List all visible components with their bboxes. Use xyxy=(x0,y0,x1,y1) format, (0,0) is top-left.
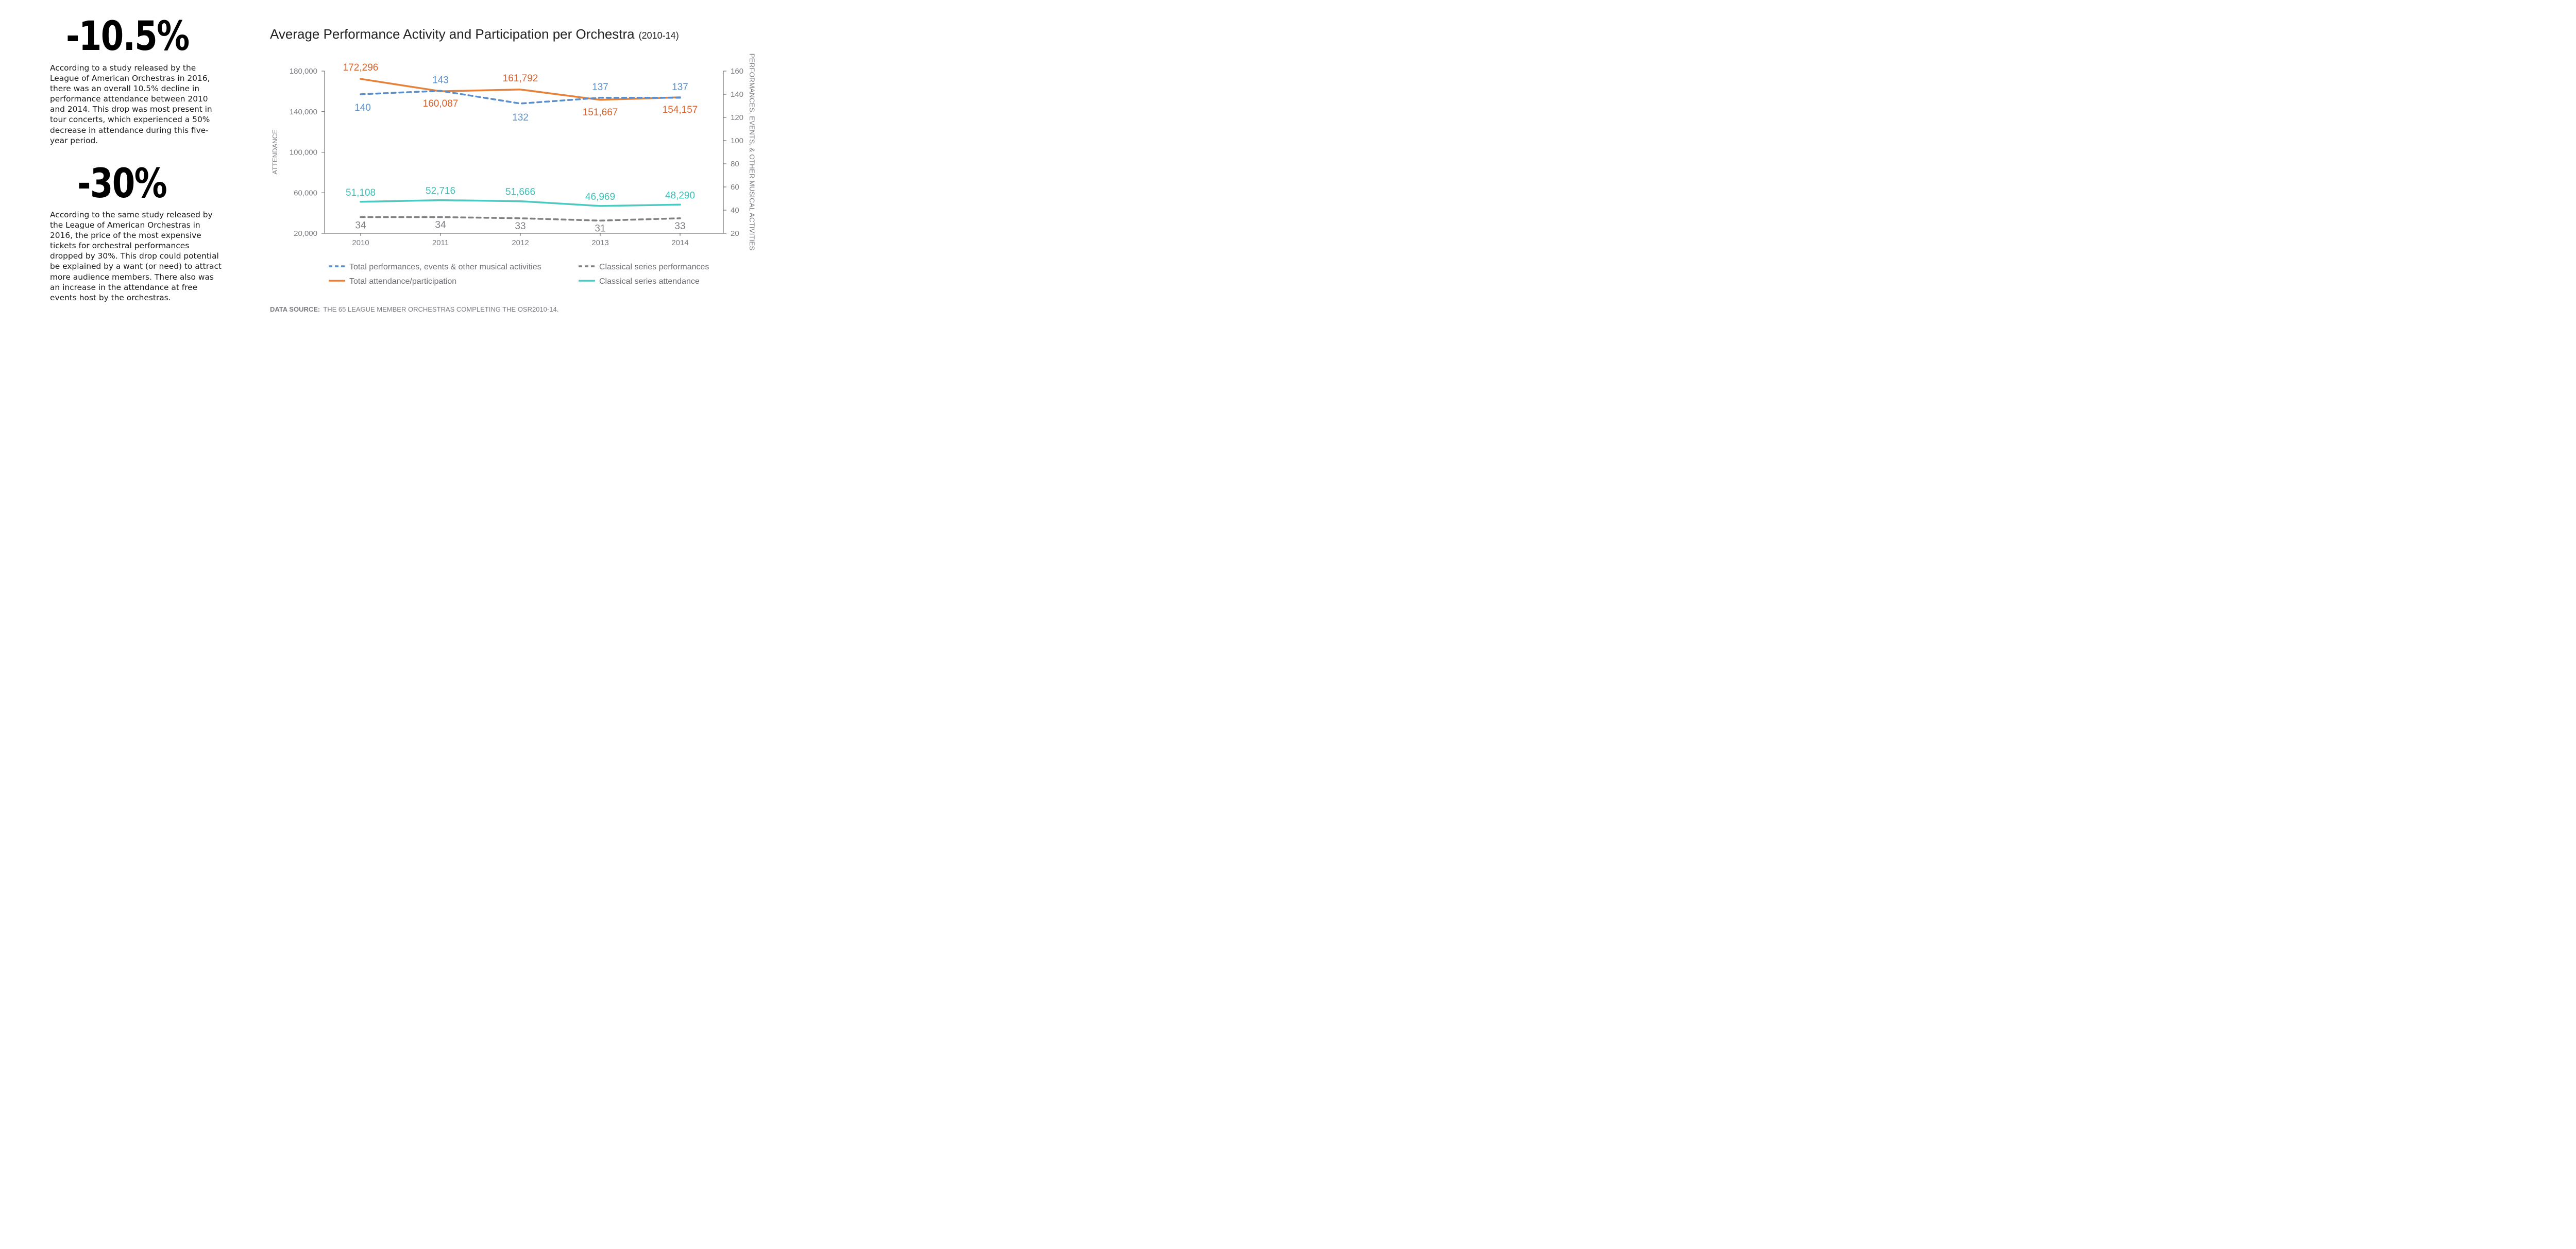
total-attendance-label: 172,296 xyxy=(343,62,379,73)
classical-attendance-label: 51,666 xyxy=(505,187,535,198)
total-attendance-label: 151,667 xyxy=(583,107,618,118)
classical-attendance-line xyxy=(360,199,681,207)
x-tick-label: 2013 xyxy=(591,238,608,247)
total-attendance-label: 154,157 xyxy=(663,105,698,115)
right-tick-label: 80 xyxy=(731,160,739,168)
classical-attendance-label: 48,290 xyxy=(665,190,695,201)
total-attendance-line xyxy=(360,78,681,101)
chart-title: Average Performance Activity and Partici… xyxy=(270,26,679,42)
orchestra-activity-chart: Average Performance Activity and Partici… xyxy=(270,26,756,313)
classical-performances-label: 31 xyxy=(595,223,605,234)
right-tick-label: 40 xyxy=(731,206,739,215)
x-tick-label: 2014 xyxy=(671,238,688,247)
total-performances-label: 143 xyxy=(432,75,449,85)
chart-data-labels: 140 143 132 137 137 172,296 160,087 161,792 151,… xyxy=(343,62,698,234)
total-performances-label: 132 xyxy=(512,112,529,123)
classical-performances-label: 34 xyxy=(435,220,446,231)
x-tick-label: 2011 xyxy=(432,238,449,247)
total-attendance-label: 160,087 xyxy=(423,98,459,109)
classical-performances-label: 34 xyxy=(355,220,366,231)
legend-label: Total performances, events & other music… xyxy=(349,263,541,271)
right-tick-label: 20 xyxy=(731,229,739,238)
right-axis-title: PERFORMANCES, EVENTS, & OTHER MUSICAL AC… xyxy=(748,54,756,251)
classical-attendance-label: 52,716 xyxy=(426,186,455,197)
classical-attendance-label: 46,969 xyxy=(585,192,615,202)
left-axis-title: ATTENDANCE xyxy=(271,129,279,174)
left-tick-label: 140,000 xyxy=(290,108,317,116)
right-tick-label: 140 xyxy=(731,90,743,99)
right-tick-label: 120 xyxy=(731,113,743,122)
x-tick-label: 2010 xyxy=(352,238,369,247)
left-tick-label: 100,000 xyxy=(290,148,317,157)
legend-label: Classical series performances xyxy=(599,263,709,271)
classical-attendance-label: 51,108 xyxy=(346,187,376,198)
right-tick-label: 160 xyxy=(731,67,743,76)
stat-value-attendance-decline: -10.5% xyxy=(66,13,190,60)
right-tick-label: 60 xyxy=(731,183,739,192)
total-attendance-label: 161,792 xyxy=(503,73,538,84)
left-tick-label: 180,000 xyxy=(290,67,317,76)
total-performances-label: 137 xyxy=(672,82,688,93)
chart-legend: Total performances, events & other music… xyxy=(329,263,709,286)
classical-performances-line xyxy=(360,216,681,222)
right-tick-label: 100 xyxy=(731,136,743,145)
data-source-note: DATA SOURCE: THE 65 LEAGUE MEMBER ORCHEST… xyxy=(270,305,558,313)
chart-axes: 180,000140,000100,00060,00020,0001601401… xyxy=(271,54,756,251)
total-performances-line xyxy=(360,90,681,105)
stat-description-attendance: According to a study released by the Lea… xyxy=(50,63,212,145)
left-tick-label: 20,000 xyxy=(294,229,317,238)
stat-value-ticket-price-drop: -30% xyxy=(77,161,167,207)
classical-performances-label: 33 xyxy=(515,221,526,232)
legend-label: Classical series attendance xyxy=(599,277,700,286)
chart-series xyxy=(360,78,681,222)
classical-performances-label: 33 xyxy=(674,221,685,232)
stat-description-ticket-price: According to the same study released by … xyxy=(50,210,222,302)
total-performances-label: 140 xyxy=(354,102,371,113)
left-tick-label: 60,000 xyxy=(294,189,317,197)
legend-label: Total attendance/participation xyxy=(349,277,456,286)
total-performances-label: 137 xyxy=(592,82,608,93)
x-tick-label: 2012 xyxy=(512,238,529,247)
